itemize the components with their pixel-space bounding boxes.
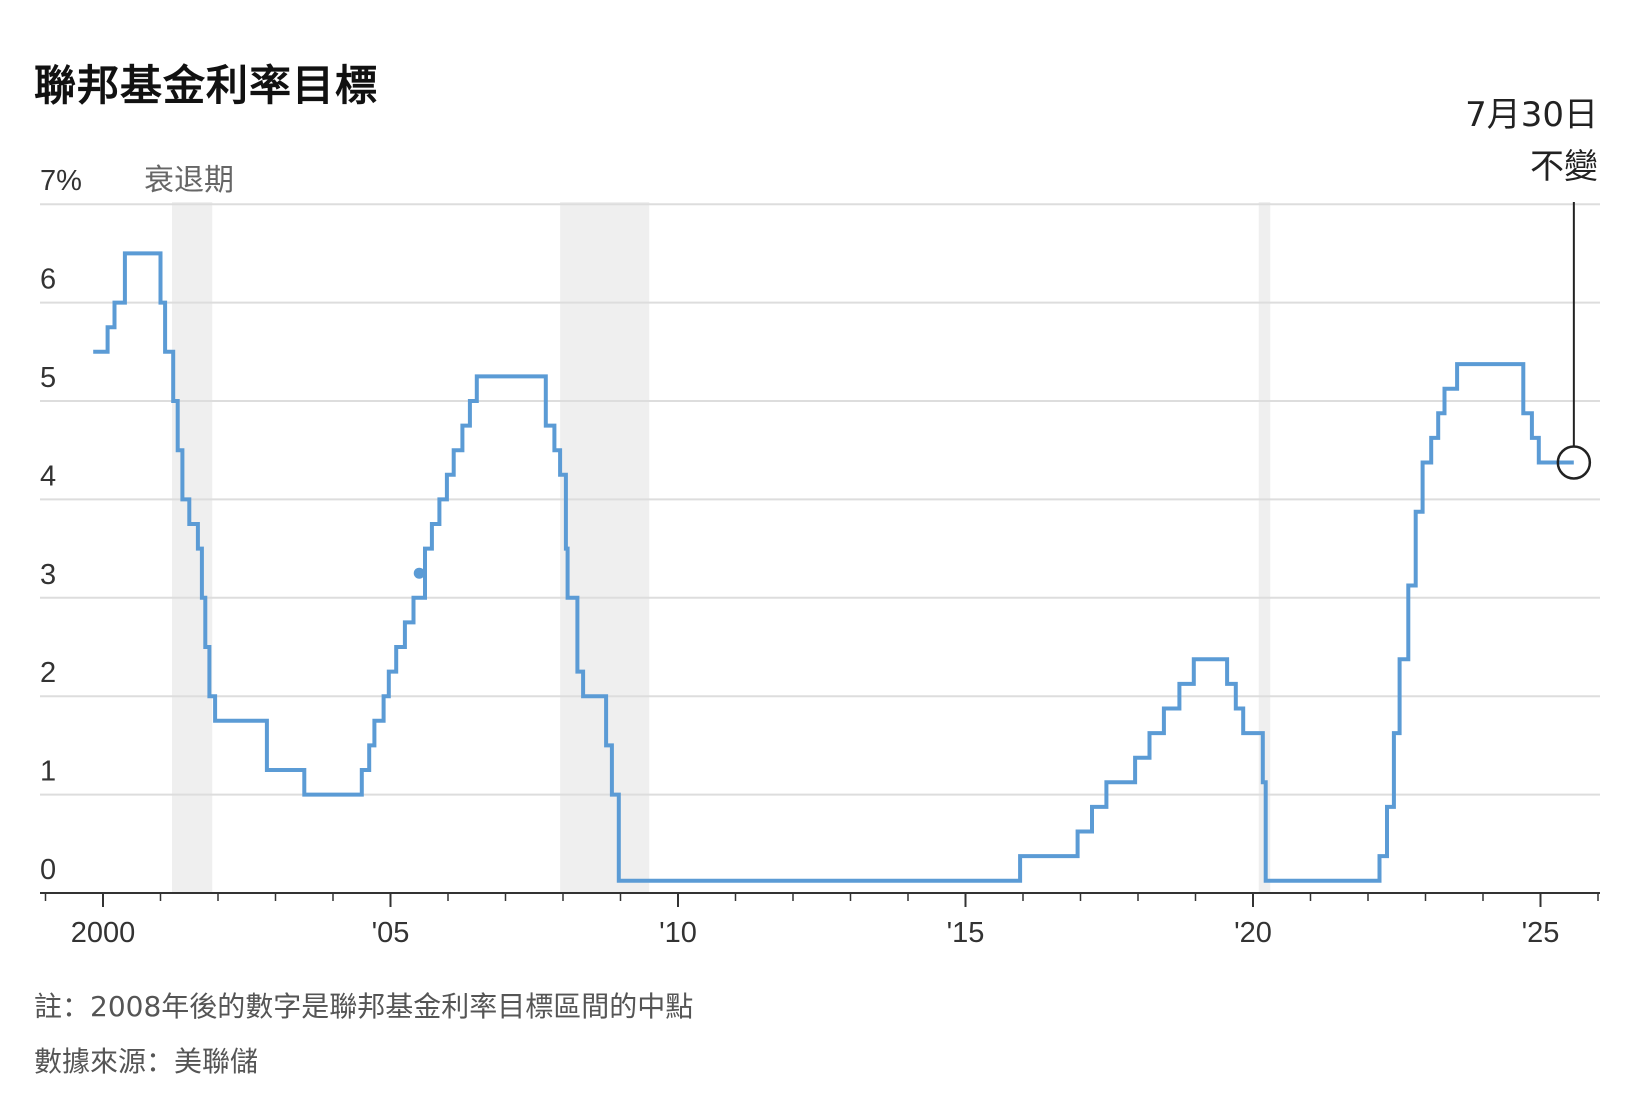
x-tick-label: '25: [1522, 917, 1560, 949]
annotation-circle-marker: [1556, 445, 1592, 480]
footnote: 註：2008年後的數字是聯邦基金利率目標區間的中點: [34, 990, 694, 1023]
grid-lines: [40, 203, 1600, 796]
annotation-date: 7月30日: [1465, 95, 1598, 135]
recession-band: [172, 202, 213, 893]
annotation-group: 7月30日 不變: [1465, 95, 1598, 480]
rate-line: [93, 251, 1574, 883]
y-tick-label: 2: [40, 657, 56, 689]
x-axis: 2000 '05 '10 '15 '20 '25: [40, 892, 1600, 949]
x-tick-label: '20: [1234, 917, 1272, 949]
rate-series: [93, 251, 1574, 883]
x-tick-label: '10: [659, 917, 697, 949]
x-tick-label: '05: [372, 917, 410, 949]
y-tick-label: 3: [40, 559, 56, 591]
y-tick-label: 5: [40, 362, 56, 394]
data-point-marker: [413, 567, 425, 579]
y-tick-label: 4: [40, 460, 56, 492]
chart-title: 聯邦基金利率目標: [34, 61, 379, 110]
x-tick-label: '15: [947, 917, 985, 949]
annotation-status: 不變: [1530, 147, 1598, 187]
data-source: 數據來源：美聯儲: [34, 1045, 259, 1078]
recession-label: 衰退期: [144, 163, 234, 198]
recession-band: [1258, 202, 1271, 893]
y-axis-ticks: 0 1 2 3 4 5 6 7%: [40, 165, 82, 886]
y-tick-label: 0: [40, 854, 56, 886]
y-tick-label: 7%: [40, 165, 82, 197]
x-tick-label: 2000: [71, 917, 136, 949]
recession-bands: [172, 202, 1271, 893]
y-tick-label: 1: [40, 756, 56, 788]
recession-band: [560, 202, 650, 893]
y-tick-label: 6: [40, 264, 56, 296]
